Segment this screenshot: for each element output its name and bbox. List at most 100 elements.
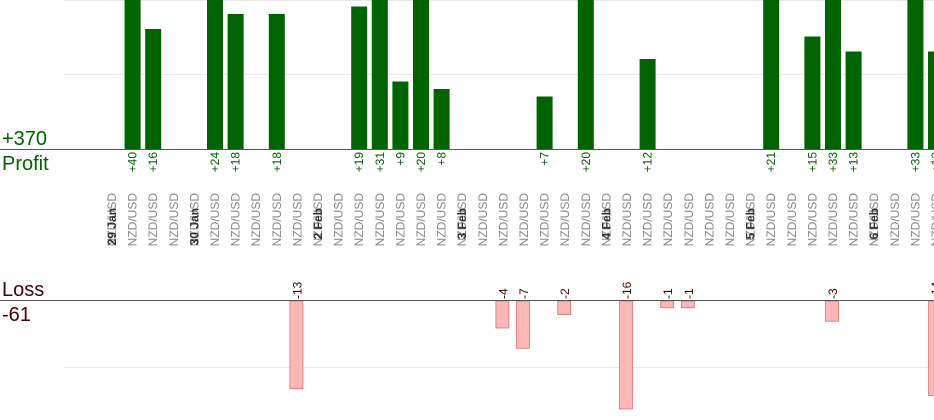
category-label: NZD/USD [620,193,634,247]
category-label: NZD/USD [476,193,490,247]
category-label: NZD/USD [908,193,922,247]
profit-value-label: +7 [538,152,552,166]
profit-value-label: +24 [208,152,222,173]
profit-value-label: +9 [393,152,407,166]
category-label: NZD/USD [641,193,655,247]
category-label: NZD/USD [847,193,861,247]
profit-value-label: +16 [146,152,160,173]
loss-value-label: -2 [558,288,572,299]
loss-value-label: -14 [929,281,934,299]
category-label: NZD/USD [455,193,469,247]
profit-bar[interactable] [763,0,780,149]
category-label: NZD/USD [661,193,675,247]
category-label: NZD/USD [373,193,387,247]
profit-bar[interactable] [845,51,862,150]
category-label: NZD/USD [270,193,284,247]
profit-bar[interactable] [639,59,656,149]
category-label: NZD/USD [764,193,778,247]
category-label: NZD/USD [435,193,449,247]
profit-value-label: +33 [908,152,922,173]
profit-value-label: +21 [764,152,778,173]
profit-value-label: +13 [847,152,861,173]
category-label: NZD/USD [702,193,716,247]
category-label: NZD/USD [599,193,613,247]
loss-value-label: -13 [290,281,304,299]
loss-bar[interactable] [557,300,572,315]
profit-value-label: +8 [435,152,449,166]
profit-value-label: +19 [352,152,366,173]
profit-bar[interactable] [433,89,450,149]
loss-bar[interactable] [928,300,934,396]
date-label: 4 Feb [599,208,613,239]
profit-bar[interactable] [907,0,924,149]
profit-bar[interactable] [804,36,821,150]
category-label: NZD/USD [146,193,160,247]
loss-bar[interactable] [289,300,304,390]
profit-value-label: +15 [805,152,819,173]
profit-value-label: +18 [229,152,243,173]
date-label: 2 Feb [311,208,325,239]
profit-bar[interactable] [371,0,388,149]
profit-bar[interactable] [207,0,223,149]
loss-value-label: -1 [661,288,675,299]
category-label: NZD/USD [414,193,428,247]
category-label: NZD/USD [929,193,934,247]
category-label: NZD/USD [682,193,696,247]
category-label: NZD/USD [888,193,902,247]
date-label: 3 Feb [455,208,469,239]
profit-bar[interactable] [145,29,162,149]
profit-value-label: +40 [126,152,140,173]
loss-value-label: -4 [496,288,510,299]
profit-value-label: +33 [826,152,840,173]
profit-bar[interactable] [351,6,368,150]
category-label: NZD/USD [290,193,304,247]
category-label: NZD/USD [517,193,531,247]
profit-bar[interactable] [413,0,429,149]
profit-value-label: +13 [929,152,934,173]
loss-bar[interactable] [619,300,633,410]
loss-value-label: -7 [517,288,531,299]
profit-value-label: +20 [414,152,428,173]
profit-bar[interactable] [536,96,553,150]
category-label: NZD/USD [393,193,407,247]
category-label: NZD/USD [723,193,737,247]
profit-bar[interactable] [825,0,841,149]
profit-bar[interactable] [928,51,934,150]
category-label: NZD/USD [311,193,325,247]
profit-bar[interactable] [227,14,244,149]
loss-value-label: -16 [620,281,634,299]
profit-bar[interactable] [268,14,285,149]
profit-total-label: +370 [2,128,47,150]
profit-bar[interactable] [124,0,141,149]
profit-bar[interactable] [577,0,594,149]
category-label: NZD/USD [785,193,799,247]
category-label: NZD/USD [229,193,243,247]
loss-bar[interactable] [516,300,530,349]
category-label: NZD/USD [208,193,222,247]
profit-section-label: Profit [2,153,49,175]
category-label: NZD/USD [126,193,140,247]
loss-bar[interactable] [825,300,839,322]
loss-bar[interactable] [680,300,695,309]
profit-bar[interactable] [392,81,409,150]
loss-value-label: -1 [682,288,696,299]
profit-value-label: +20 [579,152,593,173]
category-label: NZD/USD [167,193,181,247]
category-label: NZD/USD [579,193,593,247]
date-label: 30 Jan [187,208,201,245]
loss-section-label: Loss [2,279,44,301]
category-label: NZD/USD [496,193,510,247]
category-label: NZD/USD [805,193,819,247]
loss-bar[interactable] [660,300,675,309]
category-label: NZD/USD [352,193,366,247]
profit-value-label: +31 [373,152,387,173]
loss-bar[interactable] [495,300,510,329]
category-label: NZD/USD [744,193,758,247]
profit-value-label: +18 [270,152,284,173]
date-label: 29 Jan [105,208,119,245]
loss-total-label: -61 [2,304,31,326]
date-label: 5 Feb [744,208,758,239]
category-label: NZD/USD [558,193,572,247]
date-label: 6 Feb [867,208,881,239]
